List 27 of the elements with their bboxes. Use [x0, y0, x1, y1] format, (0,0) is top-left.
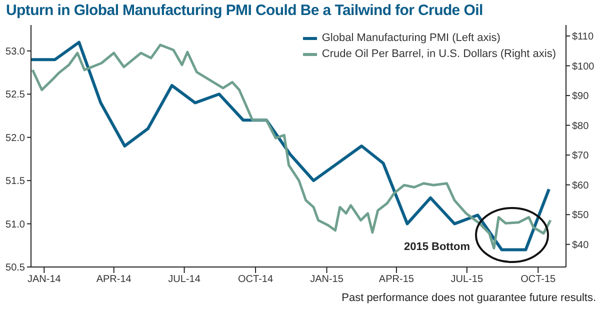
y-tick-label: 53.0	[6, 46, 26, 58]
legend-label: Crude Oil Per Barrel, in U.S. Dollars (Right axis)	[322, 47, 556, 62]
y2-tick-label: $40	[572, 240, 590, 251]
annotation: 2015 Bottom	[404, 241, 470, 253]
x-tick-label: APR-14	[96, 274, 132, 286]
x-tick-label: JAN-15	[310, 274, 344, 286]
x-tick-label: JAN-14	[27, 274, 62, 286]
x-tick-label: OCT-14	[238, 274, 274, 286]
y-tick-label: 52.0	[6, 132, 26, 144]
y2-tick-label: $60	[572, 180, 590, 192]
y2-tick-label: $110	[572, 32, 594, 43]
chart-title: Upturn in Global Manufacturing PMI Could Be a Tailwind for Crude Oil	[5, 1, 484, 21]
y-tick-label: 51.5	[6, 176, 26, 188]
text: Past performance does not guarantee future results.	[340, 292, 596, 305]
x-tick-label: JUL-15	[450, 274, 484, 286]
y2-tick-label: $70	[572, 150, 590, 162]
y2-tick-label: $90	[572, 91, 590, 102]
y2-tick-label: $100	[572, 61, 595, 72]
y-tick-label: 50.5	[6, 262, 26, 274]
x-tick-label: APR-15	[378, 274, 414, 286]
legend-label: Global Manufacturing PMI (Left axis)	[322, 31, 500, 46]
x-tick-label: JUL-14	[168, 274, 201, 286]
y2-tick-label: $50	[572, 210, 590, 222]
y-tick-label: 51.0	[6, 219, 26, 230]
y2-tick-label: $80	[572, 120, 590, 132]
y-tick-label: 52.5	[6, 90, 26, 101]
x-tick-label: OCT-15	[520, 274, 556, 286]
